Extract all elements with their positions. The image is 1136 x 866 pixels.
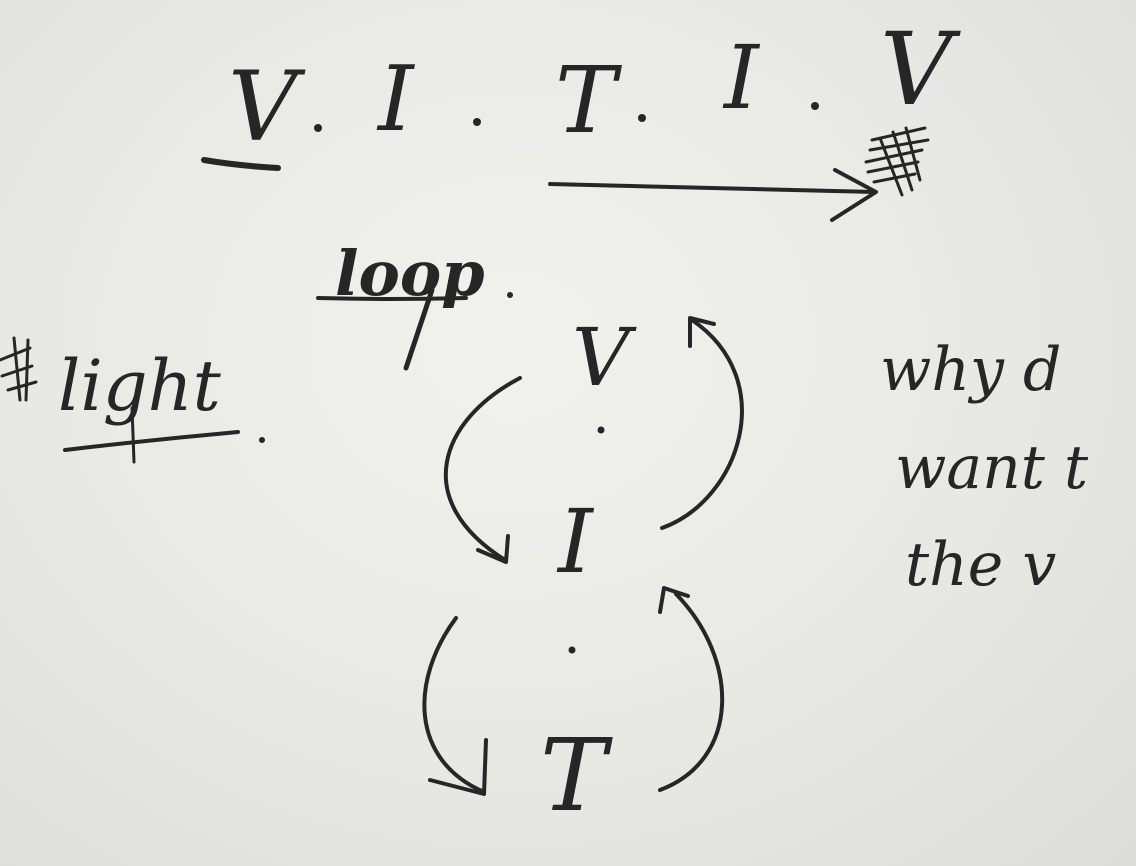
top-letter-i2: I [722, 26, 761, 129]
arrow-t-to-v [548, 182, 877, 194]
loop-descender [403, 287, 435, 371]
right-text-line-2: want t [895, 433, 1089, 503]
arrow-t-to-v-head [830, 168, 878, 222]
arrow-v-to-i-head [476, 534, 510, 564]
left-edge-scribble [0, 336, 38, 402]
underline-v [201, 157, 281, 171]
arrow-v-to-i [443, 376, 522, 562]
light-underline [63, 430, 240, 452]
top-letter-i1: I [376, 47, 415, 152]
arrow-i-to-v [660, 318, 744, 530]
top-letter-t: T [555, 47, 622, 154]
top-letter-v2: V [880, 11, 961, 128]
loop-letter-v: V [572, 311, 637, 404]
loop-underline [316, 296, 468, 301]
top-row-dots [314, 102, 819, 132]
loop-letter-i: I [556, 490, 595, 593]
arrow-i-to-v-head [688, 316, 716, 348]
right-text-line-1: why d [880, 335, 1061, 405]
scribble-mark [864, 126, 930, 197]
light-stroke [130, 406, 136, 464]
arrow-i-to-t [422, 616, 486, 794]
loop-letter-t: T [540, 717, 613, 834]
top-letter-v1: V [228, 51, 306, 163]
arrow-i-to-t-head [428, 738, 488, 796]
right-text-line-3: the v [905, 530, 1056, 600]
arrow-t-to-i [658, 592, 725, 792]
arrow-t-to-i-head [658, 586, 690, 614]
light-word: light [58, 345, 222, 427]
